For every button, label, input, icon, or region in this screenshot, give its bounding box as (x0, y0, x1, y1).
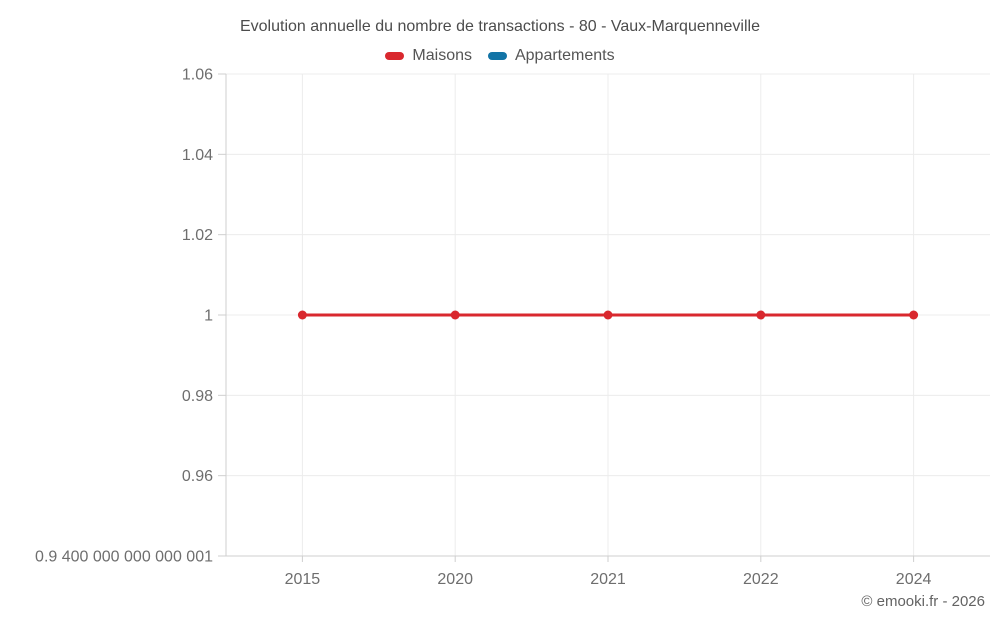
legend-swatch-appartements-icon (487, 52, 507, 60)
x-axis-label: 2015 (285, 571, 321, 588)
y-axis-label: 0.98 (182, 388, 213, 405)
data-point[interactable] (297, 310, 307, 320)
data-point[interactable] (909, 310, 919, 320)
legend-label-appartements: Appartements (514, 47, 615, 64)
legend-item-appartements[interactable]: Appartements (487, 47, 615, 65)
y-axis-label: 1 (204, 308, 213, 325)
legend-swatch-maisons-icon (385, 52, 405, 60)
data-point[interactable] (450, 310, 460, 320)
x-axis-label: 2024 (896, 571, 932, 588)
y-axis-label: 0.9 400 000 000 000 001 (35, 549, 213, 566)
x-axis-label: 2022 (743, 571, 779, 588)
legend-item-maisons[interactable]: Maisons (385, 47, 472, 65)
legend-label-maisons: Maisons (412, 47, 472, 64)
legend: Maisons Appartements (0, 45, 1000, 67)
y-axis-label: 0.96 (182, 468, 213, 485)
x-axis-label: 2021 (590, 571, 626, 588)
chart-title: Evolution annuelle du nombre de transact… (239, 18, 760, 35)
data-point[interactable] (756, 310, 766, 320)
attribution: © emooki.fr - 2026 (861, 593, 985, 610)
y-axis-label: 1.06 (182, 67, 213, 84)
data-point[interactable] (603, 310, 613, 320)
x-axis-label: 2020 (437, 571, 473, 588)
y-axis-label: 1.04 (182, 147, 213, 164)
y-axis-label: 1.02 (182, 227, 213, 244)
